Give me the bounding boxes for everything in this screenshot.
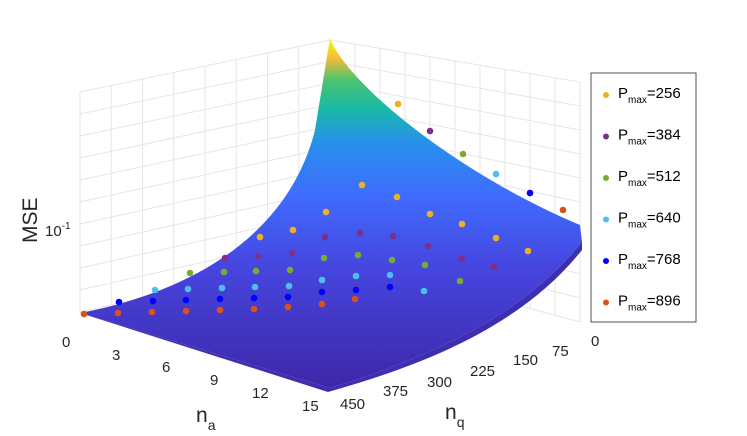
x-tick-label: 3 [112,347,120,364]
data-point [393,193,401,201]
data-point [456,277,464,285]
y-tick-label: 150 [513,352,538,369]
data-point [114,309,122,317]
data-point [221,254,229,262]
legend-label: Pmax=256 [618,85,681,106]
legend-label: Pmax=896 [618,293,681,314]
data-point [524,247,532,255]
data-point [182,296,190,304]
legend-marker [603,133,609,140]
data-point [250,305,258,313]
x-tick-label: 0 [62,334,70,351]
data-point [352,286,360,294]
data-point [80,310,88,318]
data-point [285,282,293,290]
data-point [320,254,328,262]
legend: Pmax=256 Pmax=384 Pmax=512 Pmax=640 Pmax=768… [590,72,697,323]
data-point [386,283,394,291]
data-point [149,297,157,305]
legend-marker [603,216,609,223]
legend-label: Pmax=640 [618,210,681,231]
data-point [254,252,262,260]
legend-marker [603,299,609,306]
x-tick-label: 15 [302,398,319,415]
data-point [559,206,567,214]
y-axis-ticks: 450 375 300 225 150 75 0 [340,333,599,413]
legend-marker [603,92,609,98]
data-point [388,256,396,264]
legend-marker [603,258,609,264]
data-point [458,255,466,263]
x-axis-ticks: 0 3 6 9 12 15 [62,334,319,415]
data-point [216,306,224,314]
legend-label: Pmax=512 [618,168,681,189]
data-point [356,229,364,237]
data-point [394,100,402,108]
svg-text:na: na [196,404,216,433]
legend-box [590,72,697,323]
z-axis-label: MSE [19,197,42,243]
y-tick-label: 300 [427,374,452,391]
data-point [318,300,326,308]
data-point [492,170,500,178]
data-point [284,303,292,311]
legend-label: Pmax=384 [618,127,681,148]
y-tick-label: 225 [470,363,495,380]
y-tick-label: 75 [552,343,569,360]
data-point [424,242,432,250]
data-point [458,220,466,228]
data-point [321,233,329,241]
data-point [492,234,500,242]
data-point [218,284,226,292]
x-tick-label: 12 [252,385,269,402]
x-tick-label: 6 [162,359,170,376]
data-point [318,288,326,296]
data-point [250,294,258,302]
data-point [389,232,397,240]
data-point [490,263,498,271]
data-point [526,189,534,197]
legend-marker [603,175,609,181]
data-point [352,272,360,280]
data-point [386,271,394,279]
data-point [186,269,194,277]
data-point [115,298,123,306]
data-point [351,295,359,303]
data-point [426,127,434,135]
data-point [426,210,434,218]
data-point [220,268,228,276]
data-point [148,308,156,316]
data-point [288,249,296,257]
data-point [318,276,326,284]
data-point [354,251,362,259]
y-axis-label: nq [445,401,464,430]
z-tick-label: 10-1 [45,221,71,240]
data-point [184,285,192,293]
data-point [358,181,366,189]
data-point [284,293,292,301]
data-point [286,266,294,274]
data-point [421,261,429,269]
data-point [322,208,330,216]
data-point [459,150,467,158]
data-point [151,286,159,294]
x-axis-label: na [196,404,216,433]
svg-text:nq: nq [445,401,464,430]
x-tick-label: 9 [210,372,218,389]
z-axis-ticks: 10-1 [45,221,71,240]
mse-surface [80,38,582,388]
data-markers [80,100,567,318]
data-point [251,283,259,291]
data-point [420,287,428,295]
data-point [289,226,297,234]
y-tick-label: 450 [340,396,365,413]
data-point [256,233,264,241]
legend-label: Pmax=768 [618,251,681,272]
y-tick-label: 0 [591,333,599,350]
data-point [216,295,224,303]
data-point [182,307,190,315]
data-point [252,267,260,275]
y-tick-label: 375 [383,383,408,400]
